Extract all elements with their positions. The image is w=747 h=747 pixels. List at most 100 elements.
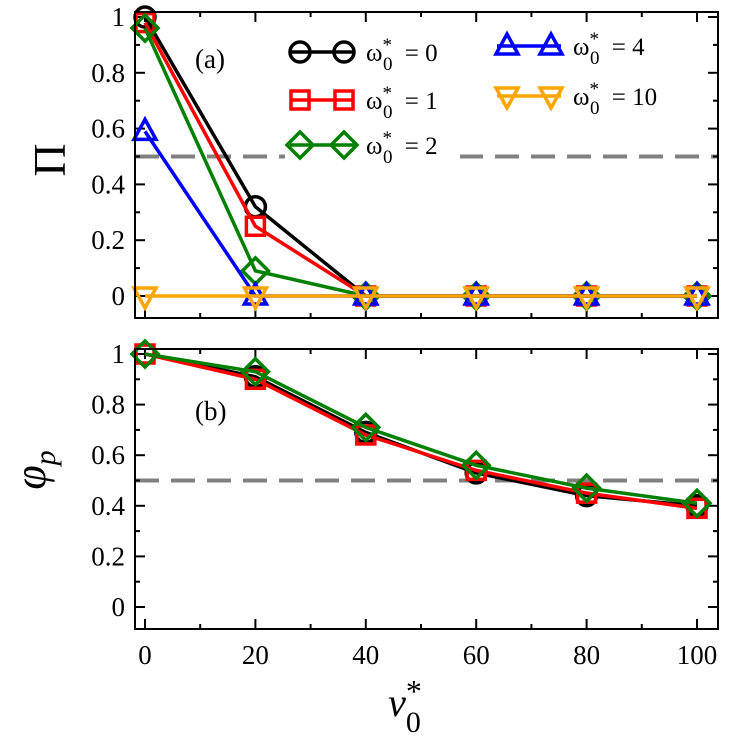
data-point (244, 215, 267, 237)
legend-marker (284, 129, 316, 161)
y-tick-label: 0 (112, 281, 126, 311)
x-axis-label: v* 0 (388, 673, 422, 739)
legend-subscript: 0 (383, 102, 393, 123)
panel-a-y-axis-label: Π (24, 143, 75, 176)
legend-value: = 0 (398, 40, 437, 67)
legend-marker (288, 40, 312, 64)
y-tick-label: 0.6 (91, 114, 125, 144)
legend-symbol: ω (366, 133, 382, 160)
data-point (131, 286, 159, 312)
x-axis-label-main: v (388, 680, 406, 725)
series-triangle-down-4 (131, 286, 711, 312)
legend-value: = 1 (398, 88, 437, 115)
data-point (350, 411, 382, 443)
data-point (239, 356, 271, 388)
legend-symbol: ω (573, 34, 589, 61)
data-point (683, 286, 711, 312)
y-tick-label: 0 (112, 592, 126, 622)
data-point (462, 286, 491, 312)
data-point (571, 472, 603, 504)
panel-a-series-group (129, 5, 713, 312)
legend-symbol: ω (366, 88, 382, 115)
legend-superscript: * (589, 79, 599, 100)
x-tick-label: 60 (463, 640, 490, 670)
data-point (572, 286, 601, 312)
x-axis-label-subscript: 0 (406, 706, 421, 739)
data-point (351, 286, 380, 312)
legend-value: = 4 (605, 34, 645, 61)
panel-a-label: (a) (195, 44, 225, 74)
legend-marker (333, 89, 355, 111)
legend: ω* 0 = 0ω* 0 = 1ω* 0 = 2ω* 0 = 4ω* 0 = 10 (284, 26, 667, 168)
legend-label: ω* 0 = 1 (366, 83, 438, 123)
series-line (144, 352, 698, 506)
y-axis-label-subscript: p (29, 450, 62, 467)
data-point (460, 449, 492, 481)
series-line (144, 352, 698, 511)
legend-subscript: 0 (590, 48, 600, 69)
data-point (241, 280, 270, 306)
legend-superscript: * (382, 128, 392, 149)
legend-marker (328, 129, 360, 161)
legend-superscript: * (382, 83, 392, 104)
legend-label: ω* 0 = 0 (366, 35, 438, 75)
legend-marker (537, 30, 565, 56)
legend-subscript: 0 (383, 54, 393, 75)
legend-value: = 10 (605, 84, 657, 111)
panel-a-ticks: 0 0.2 0.4 0.6 0.8 1 (91, 2, 718, 318)
panel-b-series-group (129, 338, 713, 520)
legend-superscript: * (382, 35, 392, 56)
legend-superscript: * (589, 29, 599, 50)
data-point (131, 115, 159, 142)
x-tick-label: 40 (352, 640, 379, 670)
data-point (351, 280, 380, 306)
y-tick-label: 0.4 (91, 169, 125, 199)
legend-subscript: 0 (590, 98, 600, 119)
panel-b-label: (b) (195, 396, 226, 426)
legend-marker (332, 40, 356, 64)
legend-value: = 2 (398, 133, 437, 160)
y-tick-label: 0.8 (91, 390, 125, 420)
panel-a: 00.20.40.60.81 (a) Π ω* 0 = 0ω* 0 = 1ω* 0 =… (24, 2, 719, 319)
data-point (241, 286, 270, 312)
legend-marker (493, 30, 521, 56)
y-tick-label: 1 (112, 339, 126, 369)
panel-b-ticks: 0 0.2 0.4 0.6 0.8 1 0 20 40 60 80 100 (91, 339, 718, 670)
legend-item: ω* 0 = 4 (492, 26, 667, 69)
panel-b-frame (134, 348, 719, 630)
legend-item: ω* 0 = 0 (285, 32, 460, 75)
data-point (129, 12, 161, 44)
y-tick-label: 0.2 (91, 225, 125, 255)
panel-a-frame (134, 11, 719, 319)
data-point (462, 280, 491, 306)
y-tick-label: 1 (112, 2, 126, 32)
y-axis-label-main: φ (6, 465, 55, 489)
y-tick-label: 0.2 (91, 541, 125, 571)
panel-b-y-axis-label: φp (6, 450, 62, 489)
series-line (144, 352, 698, 508)
x-tick-label: 0 (138, 640, 152, 670)
legend-symbol: ω (573, 84, 589, 111)
legend-subscript: 0 (383, 147, 393, 168)
legend-marker (537, 86, 565, 112)
data-point (683, 280, 711, 306)
x-tick-label: 80 (573, 640, 600, 670)
legend-marker (493, 86, 521, 112)
x-tick-label: 100 (677, 640, 718, 670)
data-point (681, 487, 713, 519)
y-tick-label: 0.8 (91, 58, 125, 88)
x-axis-label-superscript: * (406, 673, 422, 709)
legend-label: ω* 0 = 2 (366, 128, 438, 168)
y-tick-label: 0.4 (91, 491, 125, 521)
legend-item: ω* 0 = 1 (285, 80, 460, 123)
legend-label: ω* 0 = 4 (573, 29, 645, 69)
legend-symbol: ω (366, 40, 382, 67)
legend-label: ω* 0 = 10 (573, 79, 657, 119)
legend-item: ω* 0 = 2 (284, 125, 460, 168)
series-diamond-2 (129, 338, 713, 519)
legend-item: ω* 0 = 10 (492, 76, 667, 119)
legend-marker (289, 89, 311, 111)
data-point (572, 280, 601, 306)
y-tick-label: 0.6 (91, 440, 125, 470)
